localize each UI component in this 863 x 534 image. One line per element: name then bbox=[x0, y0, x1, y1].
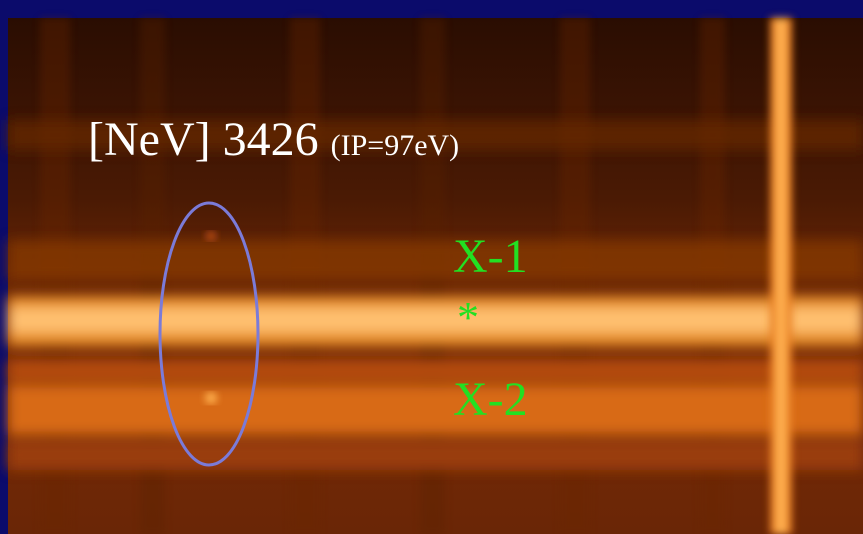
spectrum-image bbox=[8, 18, 863, 534]
ionization-label: (IP=97eV) bbox=[331, 129, 460, 162]
star-label: * bbox=[457, 293, 479, 342]
slide: [NeV] 3426 (IP=97eV) X-1 * X-2 bbox=[0, 0, 863, 534]
x2-label: X-2 bbox=[453, 373, 528, 426]
x1-label: X-1 bbox=[453, 230, 528, 283]
